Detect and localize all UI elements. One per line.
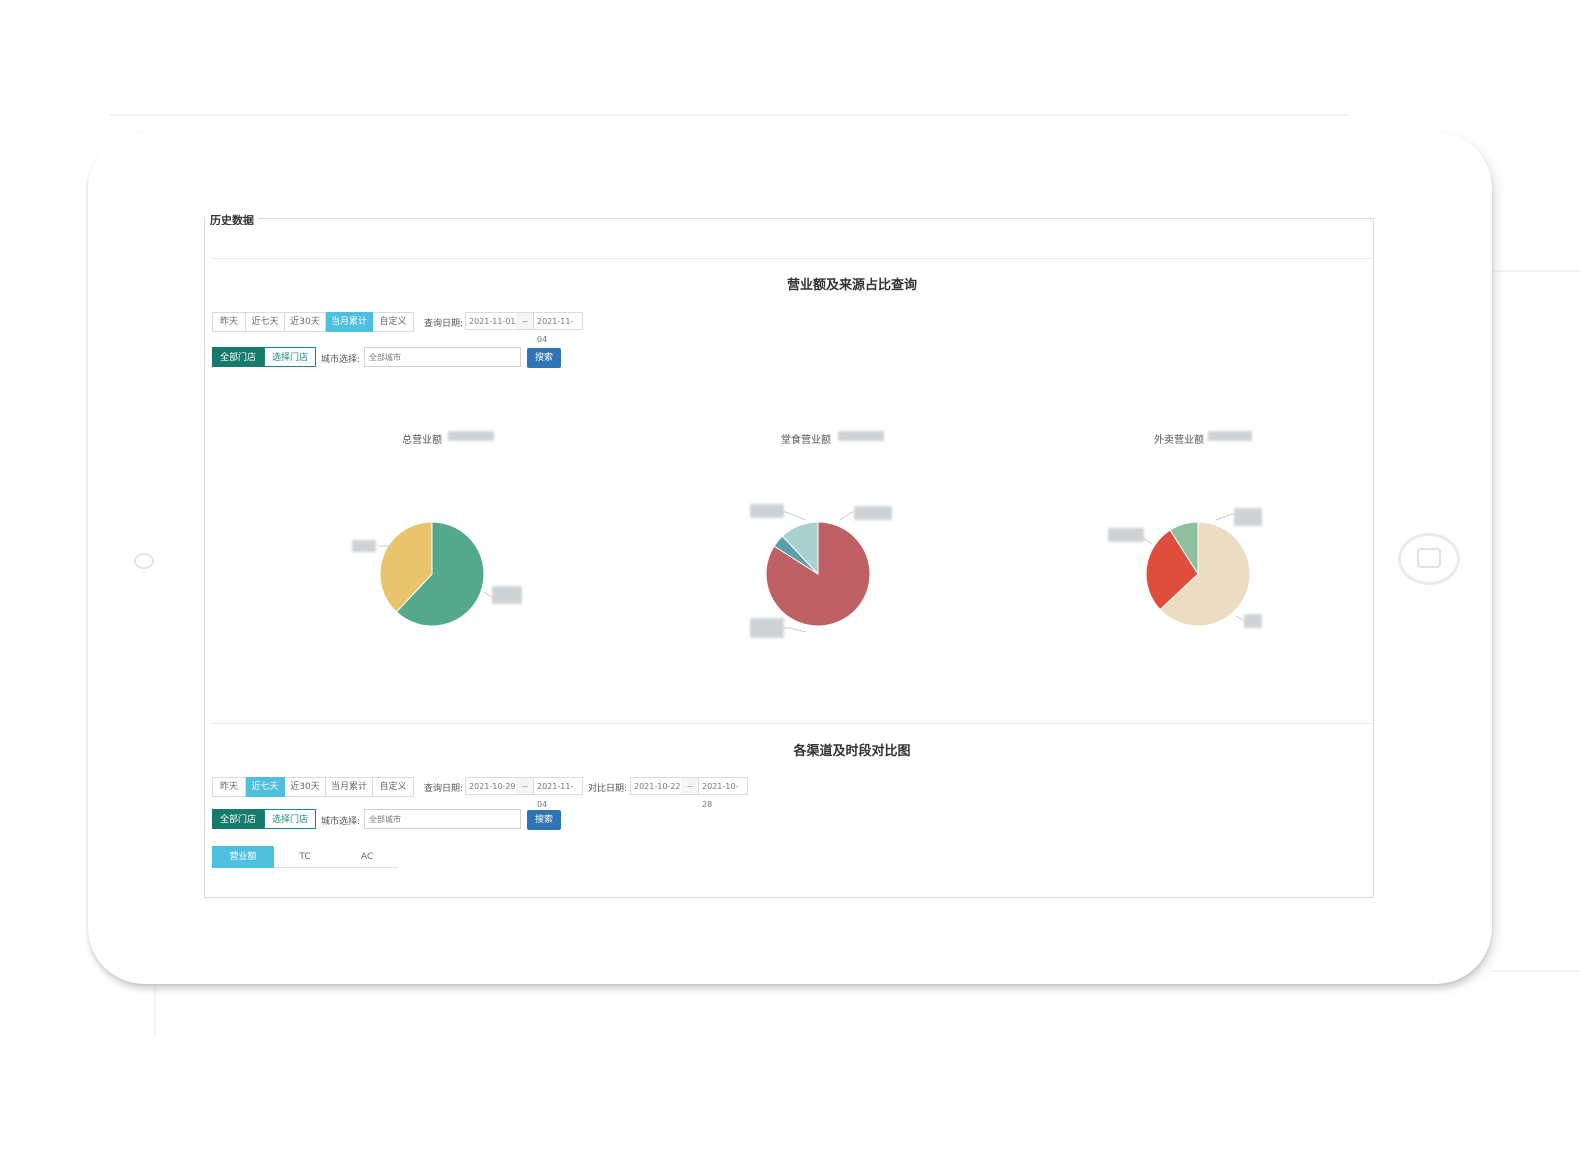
seg-all-stores[interactable]: 全部门店: [212, 809, 264, 829]
blurred-slice-label: [1244, 614, 1262, 628]
blurred-slice-label: [352, 540, 376, 552]
blurred-slice-label: [1108, 528, 1144, 542]
background-line: [154, 985, 156, 1035]
blurred-value: [838, 431, 884, 441]
range-button-group-2: 昨天 近七天 近30天 当月累计 自定义: [212, 777, 414, 797]
search-button[interactable]: 搜索: [527, 810, 561, 830]
city-select-input[interactable]: 全部城市: [364, 809, 521, 829]
tab-ac[interactable]: AC: [336, 846, 398, 868]
city-select-input[interactable]: 全部城市: [364, 347, 521, 367]
blurred-slice-label: [750, 618, 784, 638]
date-separator: ~: [681, 777, 699, 795]
store-segment-2: 全部门店 选择门店: [212, 809, 316, 831]
city-label: 城市选择:: [321, 817, 361, 827]
divider: [212, 258, 1372, 259]
compare-date-label: 对比日期:: [588, 784, 628, 794]
date-to-input[interactable]: 2021-11-04: [533, 777, 583, 809]
date-to-input[interactable]: 2021-11-04: [533, 312, 583, 344]
query-date-label: 查询日期:: [424, 784, 464, 794]
date-separator: ~: [516, 312, 534, 330]
tab-tc[interactable]: TC: [274, 846, 336, 868]
range-btn-custom[interactable]: 自定义: [373, 777, 414, 797]
pie-title-delivery: 外卖营业额: [1154, 435, 1204, 446]
date-from-input[interactable]: 2021-10-29: [465, 777, 517, 795]
seg-all-stores[interactable]: 全部门店: [212, 347, 264, 367]
blurred-slice-label: [492, 586, 522, 604]
date-from-input[interactable]: 2021-11-01: [465, 312, 517, 330]
range-btn-30days[interactable]: 近30天: [285, 312, 326, 332]
range-btn-30days[interactable]: 近30天: [285, 777, 326, 797]
page-tab-title: 历史数据: [206, 214, 258, 225]
date-separator: ~: [516, 777, 534, 795]
seg-select-stores[interactable]: 选择门店: [264, 347, 316, 367]
range-button-group-1: 昨天 近七天 近30天 当月累计 自定义: [212, 312, 414, 332]
blurred-value: [448, 431, 494, 441]
divider: [212, 723, 1372, 724]
home-button[interactable]: [1398, 533, 1460, 585]
background-line: [110, 114, 1350, 116]
range-btn-yesterday[interactable]: 昨天: [212, 777, 246, 797]
blurred-slice-label: [750, 504, 784, 518]
pie-title-dinein: 堂食营业额: [781, 435, 831, 446]
blurred-slice-label: [854, 506, 892, 520]
metric-tabs: 营业额 TC AC: [212, 846, 398, 868]
background-line: [1490, 970, 1580, 972]
store-segment-1: 全部门店 选择门店: [212, 347, 316, 369]
blurred-value: [1208, 431, 1252, 441]
compare-from-input[interactable]: 2021-10-22: [630, 777, 682, 795]
range-btn-custom[interactable]: 自定义: [373, 312, 414, 332]
camera-icon: [134, 553, 154, 569]
home-square-icon: [1417, 548, 1441, 568]
blurred-slice-label: [1234, 508, 1262, 526]
compare-to-input[interactable]: 2021-10-28: [698, 777, 748, 809]
section-title-revenue: 营业额及来源占比查询: [786, 278, 918, 293]
background-line: [1490, 270, 1580, 272]
city-label: 城市选择:: [321, 355, 361, 365]
range-btn-7days[interactable]: 近七天: [246, 777, 285, 797]
range-btn-month[interactable]: 当月累计: [326, 777, 373, 797]
seg-select-stores[interactable]: 选择门店: [264, 809, 316, 829]
query-date-label: 查询日期:: [424, 319, 464, 329]
range-btn-7days[interactable]: 近七天: [246, 312, 285, 332]
range-btn-yesterday[interactable]: 昨天: [212, 312, 246, 332]
search-button[interactable]: 搜索: [527, 348, 561, 368]
range-btn-month[interactable]: 当月累计: [326, 312, 373, 332]
section-title-channel: 各渠道及时段对比图: [793, 744, 911, 759]
pie-title-total: 总营业额: [402, 435, 442, 446]
tab-revenue[interactable]: 营业额: [212, 846, 274, 868]
